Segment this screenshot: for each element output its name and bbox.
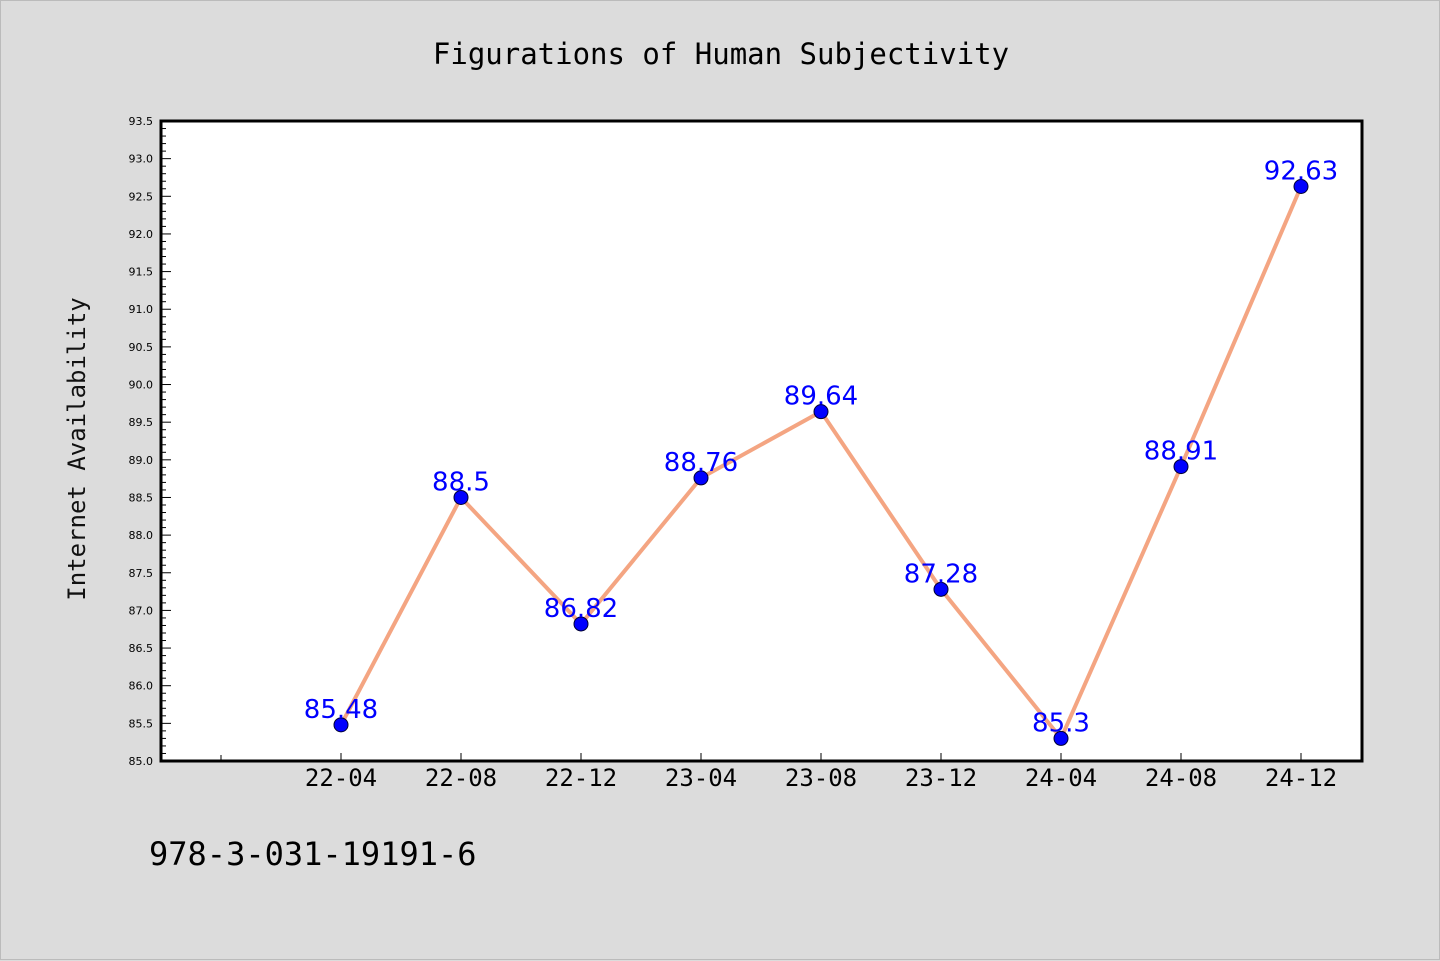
y-tick-label: 92.5 <box>129 190 154 203</box>
data-point <box>813 404 829 420</box>
data-label: 92.63 <box>1264 157 1338 187</box>
footer-code: 978-3-031-19191-6 <box>149 835 477 873</box>
data-point <box>333 717 349 733</box>
y-tick-label: 89.0 <box>129 454 154 467</box>
y-tick-label: 93.0 <box>129 153 154 166</box>
y-tick-label: 92.0 <box>129 228 154 241</box>
x-tick-label: 24-08 <box>1145 764 1217 792</box>
x-tick-label: 22-12 <box>545 764 617 792</box>
y-tick-label: 87.5 <box>129 567 154 580</box>
x-axis: 22-04 22-08 22-12 23-04 23-08 23-12 24-04 24-08… <box>220 753 1337 792</box>
series-markers <box>333 179 1309 746</box>
x-tick-label: 23-08 <box>785 764 857 792</box>
data-label: 87.28 <box>904 559 978 589</box>
data-label: 86.82 <box>544 594 618 624</box>
data-point <box>933 581 949 597</box>
plot-frame <box>159 119 1364 763</box>
data-point <box>573 616 589 632</box>
data-point <box>1173 459 1189 475</box>
data-label: 89.64 <box>784 382 858 412</box>
data-label: 85.48 <box>304 695 378 725</box>
y-tick-label: 93.5 <box>129 115 154 128</box>
x-tick-label: 23-12 <box>905 764 977 792</box>
y-tick-label: 91.5 <box>129 266 154 279</box>
x-tick-label: 23-04 <box>665 764 737 792</box>
y-tick-label: 85.5 <box>129 717 154 730</box>
data-point <box>1293 179 1309 195</box>
data-point <box>1053 730 1069 746</box>
y-tick-label: 88.0 <box>129 529 154 542</box>
chart-title: Figurations of Human Subjectivity <box>433 37 1009 71</box>
y-tick-label: 89.5 <box>129 416 154 429</box>
y-tick-label: 91.0 <box>129 303 154 316</box>
data-label: 88.91 <box>1144 437 1218 467</box>
y-tick-label: 88.5 <box>129 491 154 504</box>
data-point <box>453 489 469 505</box>
data-label: 85.3 <box>1032 708 1090 738</box>
y-axis-label: Internet Availability <box>63 297 91 600</box>
x-tick-label: 22-04 <box>305 764 377 792</box>
y-tick-label: 90.0 <box>129 379 154 392</box>
x-tick-label: 22-08 <box>425 764 497 792</box>
y-tick-label: 86.5 <box>129 642 154 655</box>
y-tick-label: 86.0 <box>129 680 154 693</box>
data-label: 88.5 <box>432 467 490 497</box>
y-tick-label: 87.0 <box>129 604 154 617</box>
plot-area <box>161 121 1362 761</box>
data-point <box>693 470 709 486</box>
y-tick-label: 85.0 <box>129 755 154 768</box>
x-tick-label: 24-12 <box>1265 764 1337 792</box>
y-axis: 85.0 85.5 86.0 86.5 87.0 87.5 88.0 88.5 89.0 89.5… <box>129 115 171 768</box>
data-labels: 85.48 88.5 86.82 88.76 89.64 87.28 85.3 88.91 92… <box>304 157 1338 739</box>
y-tick-label: 90.5 <box>129 341 154 354</box>
x-tick-label: 24-04 <box>1025 764 1097 792</box>
data-label: 88.76 <box>664 448 738 478</box>
